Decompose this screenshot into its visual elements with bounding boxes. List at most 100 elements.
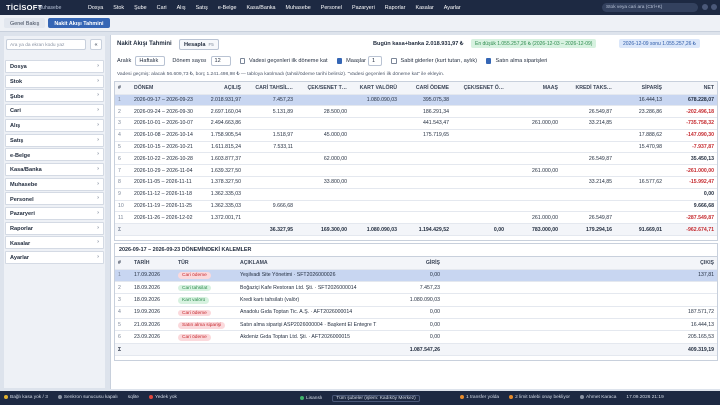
- cell: [443, 281, 717, 295]
- label: Aralık: [117, 58, 132, 64]
- sidebar-item[interactable]: e-Belge: [5, 148, 104, 162]
- checkbox[interactable]: [336, 58, 343, 64]
- note: Vadesi geçmiş: alacak 56.609,73 ₺, borç …: [117, 72, 445, 77]
- row[interactable]: 5 21.09.2026 Satın alma siparişi Satın alma…: [115, 318, 717, 332]
- cell: 35.450,13: [665, 152, 717, 166]
- row[interactable]: 4 19.09.2026 Cari ödeme Anadolu Gıda Toptan…: [115, 306, 717, 320]
- cell: 1.362.335,03: [195, 188, 244, 201]
- sidebar-item[interactable]: Kasalar: [5, 236, 104, 250]
- cell: [296, 211, 350, 225]
- cell: 23.09.2026: [131, 330, 175, 344]
- cell: [350, 129, 400, 142]
- sidebar-item[interactable]: Ayarlar: [5, 251, 104, 265]
- menu-item[interactable]: Stok: [113, 4, 125, 11]
- calc-button[interactable]: Hesapla F5: [179, 39, 219, 50]
- cell: 26.549,87: [561, 211, 615, 225]
- status-dot: [300, 396, 304, 400]
- global-search[interactable]: Stok veya cari ara (Ctrl+K): [602, 3, 698, 12]
- row[interactable]: 5 2026-10-15 – 2026-10-21 1.611.815,24 7.53…: [115, 141, 717, 154]
- cell: -287.549,87: [665, 211, 717, 225]
- sidebar-item[interactable]: Satış: [5, 133, 104, 147]
- option-label: Satın alma siparişleri: [495, 58, 548, 64]
- sidebar-item[interactable]: Cari: [5, 104, 104, 118]
- menu-item[interactable]: e-Belge: [217, 4, 237, 11]
- column-header: TARİH: [131, 257, 175, 270]
- menu-item[interactable]: Pazaryeri: [352, 4, 375, 11]
- checkbox[interactable]: [239, 58, 246, 64]
- menu-item[interactable]: Cari: [156, 4, 167, 11]
- row[interactable]: 10 2026-11-19 – 2026-11-25 1.362.335,03 9.6…: [115, 200, 717, 213]
- menu-item[interactable]: Şube: [134, 4, 147, 11]
- row[interactable]: 3 18.09.2026 Kart valörü Kredi kartı tahsil…: [115, 293, 717, 307]
- sidebar-item[interactable]: Kasa/Banka: [5, 162, 104, 176]
- menu-item[interactable]: Kasa/Banka: [246, 4, 276, 11]
- menu-item[interactable]: Personel: [320, 4, 342, 11]
- row[interactable]: 6 2026-10-22 – 2026-10-28 1.603.877,37 62.0…: [115, 152, 717, 166]
- row[interactable]: 6 23.09.2026 Cari ödeme Akdeniz Gıda Toptan…: [115, 330, 717, 344]
- checkbox[interactable]: [485, 58, 492, 64]
- column-header: GİRİŞ: [377, 257, 443, 270]
- cell: 0,00: [452, 223, 507, 237]
- row[interactable]: 4 2026-10-08 – 2026-10-14 1.758.905,54 1.51…: [115, 129, 717, 142]
- cell: 2026-11-05 – 2026-11-11: [131, 176, 195, 189]
- cell: 3: [115, 293, 131, 307]
- cell: 2026-11-19 – 2026-11-25: [131, 200, 195, 213]
- cell: [452, 188, 507, 201]
- row[interactable]: 8 2026-11-05 – 2026-11-11 1.378.327,50 33.8…: [115, 176, 717, 189]
- cell: 33.214,85: [561, 176, 615, 189]
- status-dot: [148, 395, 153, 399]
- menu-item[interactable]: Satış: [195, 4, 208, 11]
- sidebar-item[interactable]: Muhasebe: [5, 177, 104, 191]
- cell: 7.457,23: [244, 94, 296, 107]
- sidebar-item[interactable]: Raporlar: [5, 221, 104, 235]
- sidebar-item[interactable]: Şube: [5, 89, 104, 103]
- cell: 9.666,68: [665, 200, 717, 213]
- range-select[interactable]: Haftalık: [135, 56, 166, 66]
- collapse-button[interactable]: «: [90, 39, 102, 50]
- cell: [561, 164, 615, 178]
- row[interactable]: 2 2026-09-24 – 2026-09-30 2.697.160,04 5.13…: [115, 105, 717, 119]
- option-input[interactable]: 1: [368, 56, 382, 66]
- cell: 2026-11-26 – 2026-12-02: [131, 211, 195, 225]
- sidebar-item[interactable]: Dosya: [5, 60, 104, 73]
- cell: 4: [115, 306, 131, 320]
- menu-item[interactable]: Raporlar: [384, 4, 406, 11]
- tab[interactable]: Nakit Akışı Tahmini: [48, 18, 110, 28]
- type-badge: Cari ödeme: [178, 309, 211, 317]
- checkbox[interactable]: [391, 58, 397, 64]
- sidebar-item[interactable]: Alış: [5, 118, 104, 132]
- tab[interactable]: Genel Bakış: [4, 18, 46, 28]
- sidebar-item[interactable]: Personel: [5, 192, 104, 206]
- cell: 395.075,38: [400, 94, 452, 107]
- cell: 187.571,72: [443, 306, 717, 320]
- cell: 261.000,00: [507, 117, 561, 130]
- row[interactable]: 11 2026-11-26 – 2026-12-02 1.372.001,71 261…: [115, 211, 717, 225]
- row[interactable]: 9 2026-11-12 – 2026-11-18 1.362.335,03 0,00: [115, 188, 717, 201]
- cell: [452, 129, 507, 142]
- cell: [452, 211, 507, 225]
- cell: 2.494.663,86: [195, 117, 244, 130]
- sidebar-item[interactable]: Stok: [5, 74, 104, 88]
- row[interactable]: 7 2026-10-29 – 2026-11-04 1.639.327,50 261.…: [115, 164, 717, 178]
- menu-item[interactable]: Muhasebe: [285, 4, 311, 11]
- menu-item[interactable]: Alış: [176, 4, 186, 11]
- row[interactable]: 3 2026-10-01 – 2026-10-07 2.494.663,86 441.…: [115, 117, 717, 130]
- sidebar-search[interactable]: Ara ya da ekran kodu yaz: [6, 39, 86, 50]
- status-dot: [509, 395, 514, 399]
- menu-item[interactable]: Kasalar: [415, 4, 434, 11]
- menu-item[interactable]: Dosya: [88, 4, 104, 11]
- cell: [296, 94, 350, 107]
- status-item: Lisanslı: [300, 395, 322, 402]
- type-badge: Cari tahsilat: [178, 284, 212, 292]
- row[interactable]: Σ 36.327,95 169.300,00 1.080.090,03 1.194.42…: [115, 223, 717, 237]
- period-input[interactable]: 12: [210, 56, 231, 66]
- row[interactable]: 1 17.09.2026 Cari ödeme Yeşilvadi Site Yöne…: [115, 269, 717, 282]
- cell: 2.018.931,97: [195, 94, 244, 107]
- menu-item[interactable]: Ayarlar: [443, 4, 461, 11]
- today-balance: Bugün kasa+banka 2.018.931,97 ₺: [373, 41, 464, 47]
- row[interactable]: 1 2026-09-17 – 2026-09-23 2.018.931,97 7.45…: [115, 94, 717, 107]
- row[interactable]: 2 18.09.2026 Cari tahsilat Boğaziçi Kafe Re…: [115, 281, 717, 295]
- cell: 1: [115, 269, 131, 282]
- sidebar-item[interactable]: Pazaryeri: [5, 207, 104, 220]
- cell: [507, 141, 561, 154]
